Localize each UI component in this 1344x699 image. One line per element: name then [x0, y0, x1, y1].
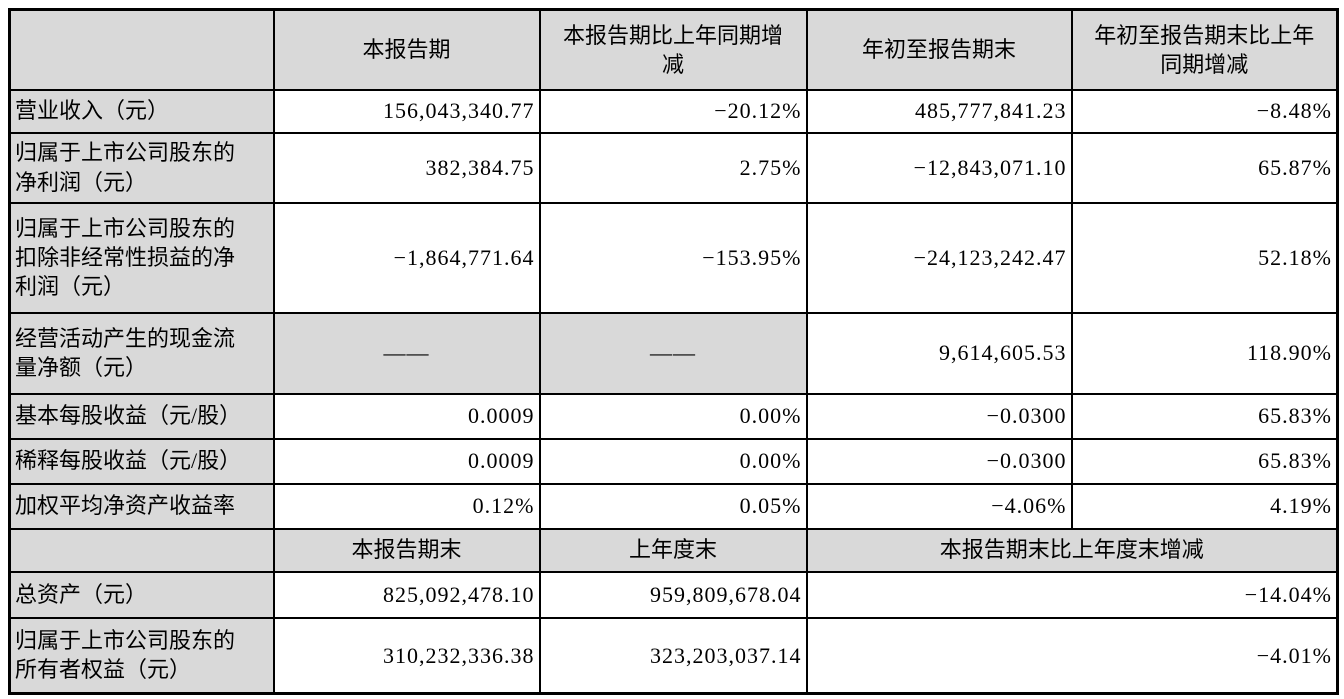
value-cell: −1,864,771.64: [272, 201, 541, 314]
value-cell: −8.48%: [1070, 88, 1339, 134]
row-label: 总资产（元）: [8, 570, 275, 619]
row-label: 归属于上市公司股东的 扣除非经常性损益的净 利润（元）: [8, 201, 275, 314]
value-cell: 52.18%: [1070, 201, 1339, 314]
col-header-end-of-prior-year: 上年度末: [538, 527, 808, 573]
placeholder-dash-cell: ——: [272, 311, 541, 395]
value-cell: 959,809,678.04: [538, 570, 808, 619]
value-cell: 65.87%: [1070, 131, 1339, 204]
row-label: 稀释每股收益（元/股）: [8, 437, 275, 485]
value-cell: 825,092,478.10: [272, 570, 541, 619]
section1-header-row: 本报告期 本报告期比上年同期增 减 年初至报告期末 年初至报告期末比上年 同期增…: [8, 8, 1339, 91]
row-operating-revenue: 营业收入（元） 156,043,340.77 −20.12% 485,777,8…: [8, 88, 1339, 134]
value-cell: −12,843,071.10: [805, 131, 1073, 204]
value-cell: 0.00%: [538, 392, 808, 440]
row-basic-eps: 基本每股收益（元/股） 0.0009 0.00% −0.0300 65.83%: [8, 392, 1339, 440]
row-net-profit: 归属于上市公司股东的 净利润（元） 382,384.75 2.75% −12,8…: [8, 131, 1339, 204]
row-weighted-avg-roe: 加权平均净资产收益率 0.12% 0.05% −4.06% 4.19%: [8, 482, 1339, 530]
value-cell: −14.04%: [805, 570, 1339, 619]
row-label: 营业收入（元）: [8, 88, 275, 134]
row-operating-cash-flow: 经营活动产生的现金流 量净额（元） —— —— 9,614,605.53 118…: [8, 311, 1339, 395]
corner-cell: [8, 8, 275, 91]
value-cell: 0.00%: [538, 437, 808, 485]
value-cell: 9,614,605.53: [805, 311, 1073, 395]
value-cell: −20.12%: [538, 88, 808, 134]
value-cell: −4.01%: [805, 616, 1339, 695]
col-header-current-period-yoy: 本报告期比上年同期增 减: [538, 8, 808, 91]
row-label: 归属于上市公司股东的 净利润（元）: [8, 131, 275, 204]
value-cell: 485,777,841.23: [805, 88, 1073, 134]
row-owners-equity: 归属于上市公司股东的 所有者权益（元） 310,232,336.38 323,2…: [8, 616, 1339, 695]
col-header-end-of-period: 本报告期末: [272, 527, 541, 573]
value-cell: 65.83%: [1070, 392, 1339, 440]
col-header-period-vs-prior-year-change: 本报告期末比上年度末增减: [805, 527, 1339, 573]
row-total-assets: 总资产（元） 825,092,478.10 959,809,678.04 −14…: [8, 570, 1339, 619]
value-cell: 2.75%: [538, 131, 808, 204]
value-cell: 4.19%: [1070, 482, 1339, 530]
row-label: 归属于上市公司股东的 所有者权益（元）: [8, 616, 275, 695]
value-cell: 118.90%: [1070, 311, 1339, 395]
value-cell: −24,123,242.47: [805, 201, 1073, 314]
row-label: 经营活动产生的现金流 量净额（元）: [8, 311, 275, 395]
value-cell: 310,232,336.38: [272, 616, 541, 695]
value-cell: −4.06%: [805, 482, 1073, 530]
col-header-current-period: 本报告期: [272, 8, 541, 91]
value-cell: −0.0300: [805, 437, 1073, 485]
value-cell: −153.95%: [538, 201, 808, 314]
value-cell: 323,203,037.14: [538, 616, 808, 695]
value-cell: 0.0009: [272, 437, 541, 485]
placeholder-dash-cell: ——: [538, 311, 808, 395]
value-cell: 0.12%: [272, 482, 541, 530]
value-cell: 65.83%: [1070, 437, 1339, 485]
col-header-year-to-date-yoy: 年初至报告期末比上年 同期增减: [1070, 8, 1339, 91]
row-diluted-eps: 稀释每股收益（元/股） 0.0009 0.00% −0.0300 65.83%: [8, 437, 1339, 485]
value-cell: 382,384.75: [272, 131, 541, 204]
corner-cell: [8, 527, 275, 573]
value-cell: 0.0009: [272, 392, 541, 440]
row-net-profit-excl-nonrecurring: 归属于上市公司股东的 扣除非经常性损益的净 利润（元） −1,864,771.6…: [8, 201, 1339, 314]
value-cell: −0.0300: [805, 392, 1073, 440]
row-label: 基本每股收益（元/股）: [8, 392, 275, 440]
value-cell: 156,043,340.77: [272, 88, 541, 134]
col-header-year-to-date: 年初至报告期末: [805, 8, 1073, 91]
value-cell: 0.05%: [538, 482, 808, 530]
section2-header-row: 本报告期末 上年度末 本报告期末比上年度末增减: [8, 527, 1339, 573]
financial-summary-table: 本报告期 本报告期比上年同期增 减 年初至报告期末 年初至报告期末比上年 同期增…: [8, 8, 1339, 695]
row-label: 加权平均净资产收益率: [8, 482, 275, 530]
